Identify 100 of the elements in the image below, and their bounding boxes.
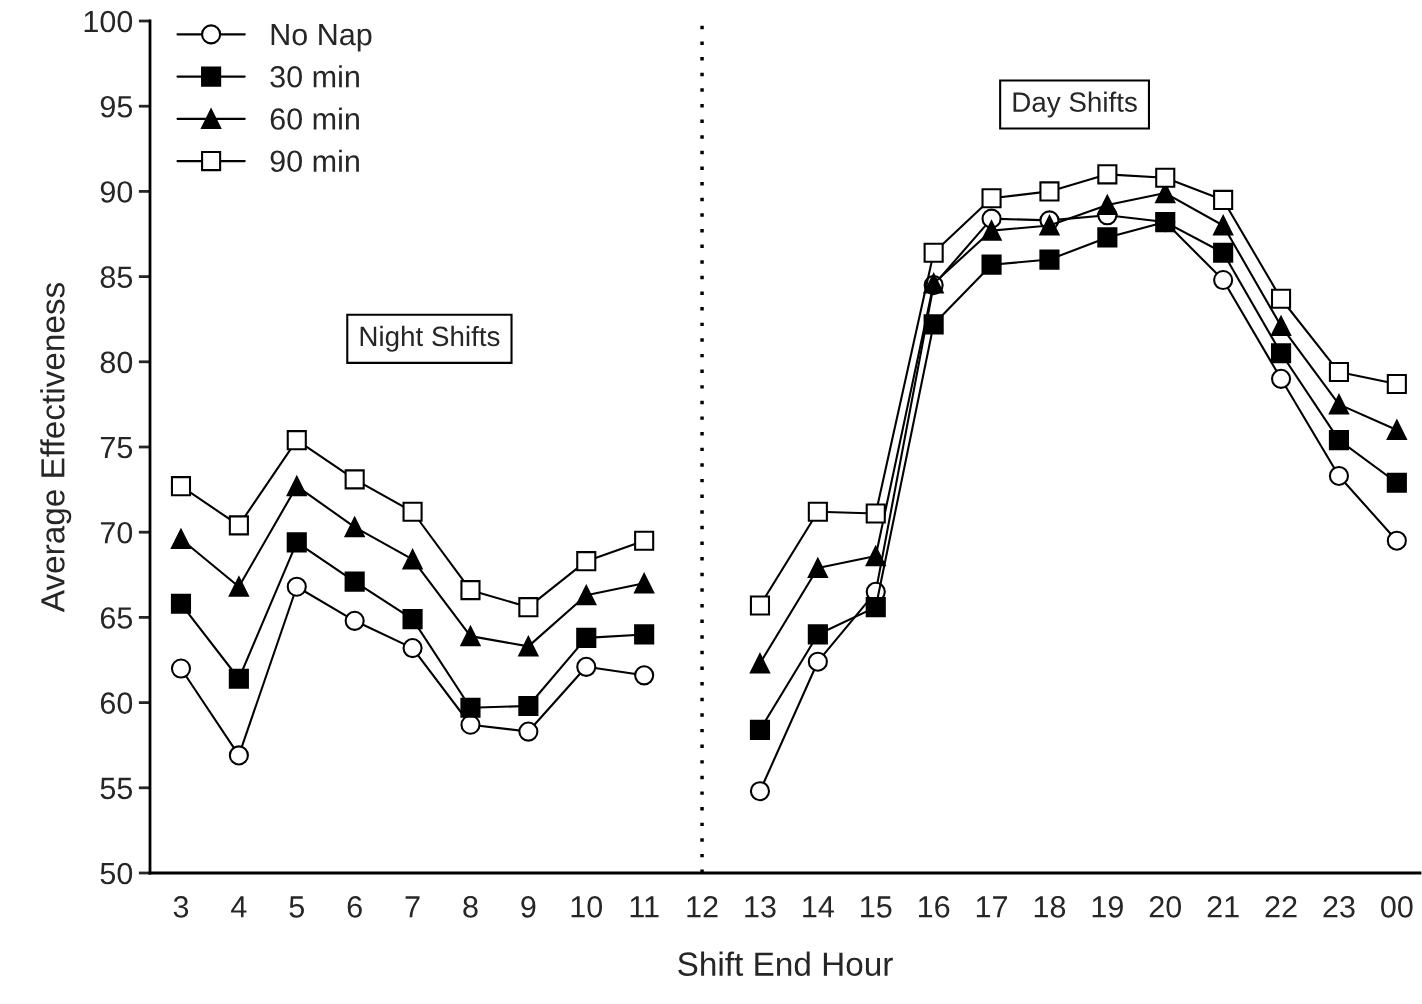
point — [807, 624, 828, 645]
point — [807, 651, 828, 672]
x-tick-label: 19 — [1092, 896, 1123, 918]
point — [1386, 419, 1407, 441]
point — [1213, 269, 1234, 291]
x-axis-title: Shift End Hour — [678, 951, 893, 976]
point — [228, 576, 249, 597]
x-tick-label: 6 — [347, 896, 362, 918]
legend-label: No Nap — [271, 24, 372, 52]
point — [344, 469, 365, 490]
point — [460, 626, 481, 647]
point — [1213, 189, 1234, 210]
legend-label: 90 min — [270, 149, 359, 173]
point — [344, 610, 365, 631]
x-tick-label: 16 — [918, 896, 950, 918]
y-tick-label: 85 — [100, 266, 133, 288]
x-tick-label: 18 — [1034, 896, 1066, 918]
point — [460, 580, 481, 601]
point — [170, 658, 192, 679]
point — [518, 597, 539, 618]
x-tick-label: 11 — [630, 896, 659, 918]
x-tick-label: 23 — [1323, 896, 1355, 918]
x-tick-label: 22 — [1265, 896, 1297, 918]
point — [807, 501, 828, 522]
point — [1213, 242, 1234, 263]
point — [865, 597, 886, 618]
point — [1039, 249, 1060, 270]
point — [1097, 194, 1118, 216]
point — [634, 530, 655, 551]
y-tick-label: 70 — [100, 521, 133, 544]
point — [1213, 215, 1234, 236]
point — [749, 595, 771, 616]
point — [923, 242, 944, 263]
point — [286, 430, 307, 451]
y-tick-label: 90 — [100, 181, 133, 203]
point — [981, 220, 1002, 241]
point — [1328, 361, 1350, 383]
point — [1039, 181, 1060, 202]
point — [981, 254, 1002, 275]
point — [634, 665, 655, 686]
x-tick-label: 15 — [861, 896, 892, 918]
x-tick-label: 21 — [1207, 896, 1239, 918]
point — [923, 314, 944, 335]
point — [576, 627, 597, 648]
point — [170, 593, 192, 614]
legend-label: 60 min — [270, 107, 359, 130]
y-axis-title: Average Effectiveness — [40, 282, 72, 613]
point — [807, 557, 828, 579]
point — [634, 624, 655, 645]
y-tick-label: 50 — [100, 862, 133, 885]
point — [1097, 227, 1118, 248]
point — [170, 476, 192, 497]
annotation: Day Shifts — [1013, 91, 1137, 118]
x-tick-label: 00 — [1381, 896, 1413, 918]
annotation: Night Shifts — [360, 325, 500, 352]
y-tick-label: 65 — [100, 607, 133, 629]
point — [749, 719, 771, 740]
point — [576, 656, 597, 677]
point — [981, 188, 1002, 209]
point — [865, 503, 886, 524]
point — [749, 781, 771, 802]
point — [865, 545, 886, 567]
point — [460, 697, 481, 718]
y-tick-label: 75 — [100, 437, 133, 459]
x-tick-label: 20 — [1149, 896, 1182, 918]
point — [1155, 167, 1176, 188]
point — [1328, 394, 1350, 415]
x-tick-label: 8 — [463, 896, 478, 918]
point — [228, 515, 249, 536]
x-tick-label: 10 — [571, 896, 603, 918]
point — [1097, 164, 1118, 185]
point — [228, 668, 249, 689]
point — [344, 571, 365, 592]
y-tick-label: 55 — [100, 777, 133, 800]
point — [1328, 430, 1350, 451]
point — [634, 573, 655, 594]
point — [1270, 343, 1292, 364]
point — [1270, 368, 1292, 389]
point — [518, 636, 539, 657]
y-tick-label: 100 — [84, 10, 133, 33]
point — [286, 532, 307, 553]
point — [1270, 288, 1292, 309]
point — [402, 501, 423, 522]
point — [518, 721, 539, 742]
point — [286, 476, 307, 497]
point — [286, 576, 307, 597]
point — [576, 585, 597, 606]
y-tick-label: 95 — [100, 95, 133, 118]
point — [170, 528, 192, 550]
x-tick-label: 13 — [745, 896, 776, 918]
point — [518, 695, 539, 717]
point — [402, 609, 423, 630]
legend-label: 30 min — [270, 65, 359, 88]
point — [576, 551, 597, 572]
x-tick-label: 12 — [687, 896, 718, 918]
y-tick-label: 80 — [100, 351, 133, 374]
point — [228, 745, 249, 766]
y-tick-label: 60 — [100, 692, 133, 714]
x-tick-label: 9 — [521, 896, 536, 918]
x-tick-label: 3 — [173, 896, 189, 918]
